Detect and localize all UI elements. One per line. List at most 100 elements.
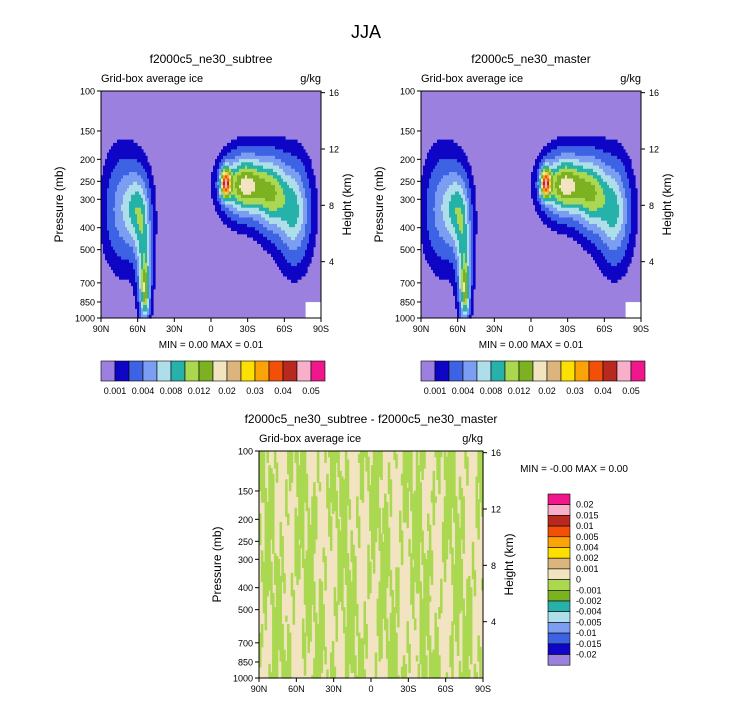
contour-cell [299,175,302,180]
contour-cell [271,149,274,154]
contour-cell [285,198,288,202]
contour-cell [223,178,226,183]
contour-cell [131,178,134,183]
contour-cell [291,214,294,219]
contour-cell [103,194,106,199]
contour-cell [293,172,296,176]
contour-cell [295,142,298,147]
contour-cell [277,178,280,183]
contour-cell [251,194,254,199]
contour-cell [103,214,106,219]
contour-cell [243,152,246,157]
contour-cell [255,207,258,212]
contour-cell [237,162,240,167]
contour-cell [301,162,304,167]
contour-cell [111,146,114,150]
contour-cell [269,162,272,167]
contour-cell [293,142,296,147]
contour-cell [147,168,150,173]
contour-cell [261,159,264,163]
contour-cell [239,159,242,163]
contour-cell [249,188,252,193]
contour-cell [301,175,304,180]
contour-cell [295,152,298,157]
contour-cell [145,230,148,235]
contour-cell [225,178,228,183]
contour-cell [121,207,124,212]
contour-cell [275,185,278,189]
contour-cell [149,243,152,248]
contour-cell [151,243,154,248]
contour-cell [135,175,138,180]
contour-cell [249,217,252,222]
contour-cell [147,185,150,189]
contour-cell [245,162,248,167]
contour-cell [289,214,292,219]
contour-cell [115,175,118,180]
contour-cell [313,243,316,248]
contour-cell [269,175,272,180]
contour-cell [117,172,120,176]
contour-cell [305,210,308,215]
contour-cell [123,178,126,183]
contour-cell [131,210,134,215]
contour-cell [265,227,268,232]
contour-cell [141,162,144,167]
contour-cell [141,227,144,232]
contour-cell [285,172,288,176]
contour-cell [109,165,112,170]
contour-cell [299,207,302,212]
contour-cell [289,220,292,225]
contour-cell [235,201,238,206]
contour-cell [253,152,256,157]
contour-cell [273,146,276,150]
contour-cell [291,201,294,206]
contour-cell [135,220,138,225]
contour-cell [141,198,144,202]
contour-cell [113,227,116,232]
contour-cell [137,146,140,150]
contour-cell [145,210,148,215]
contour-cell [283,198,286,202]
contour-cell [139,162,142,167]
contour-cell [265,210,268,215]
contour-cell [133,178,136,183]
contour-cell [291,194,294,199]
colorbar-label: 0.012 [188,386,211,396]
contour-cell [229,198,232,202]
contour-cell [105,162,108,167]
contour-cell [291,172,294,176]
contour-cell [289,204,292,209]
contour-cell [273,136,276,141]
contour-cell [131,172,134,176]
contour-cell [267,240,270,245]
contour-cell [285,217,288,222]
contour-cell [223,217,226,222]
contour-cell [297,162,300,167]
contour-cell [151,240,154,245]
contour-cell [313,188,316,193]
contour-cell [133,146,136,150]
contour-cell [283,233,286,238]
contour-cell [265,185,268,189]
contour-cell [237,175,240,180]
contour-cell [307,168,310,173]
contour-cell [251,165,254,170]
contour-cell [141,194,144,199]
contour-cell [255,181,258,186]
contour-cell [241,168,244,173]
contour-cell [267,223,270,228]
contour-cell [241,191,244,196]
contour-cell [239,214,242,219]
contour-cell [251,152,254,157]
contour-cell [275,152,278,157]
contour-cell [125,149,128,154]
contour-cell [299,146,302,150]
contour-cell [281,149,284,154]
contour-cell [307,230,310,235]
contour-cell [119,233,122,238]
contour-cell [251,220,254,225]
contour-cell [273,204,276,209]
contour-cell [309,220,312,225]
contour-cell [243,227,246,232]
